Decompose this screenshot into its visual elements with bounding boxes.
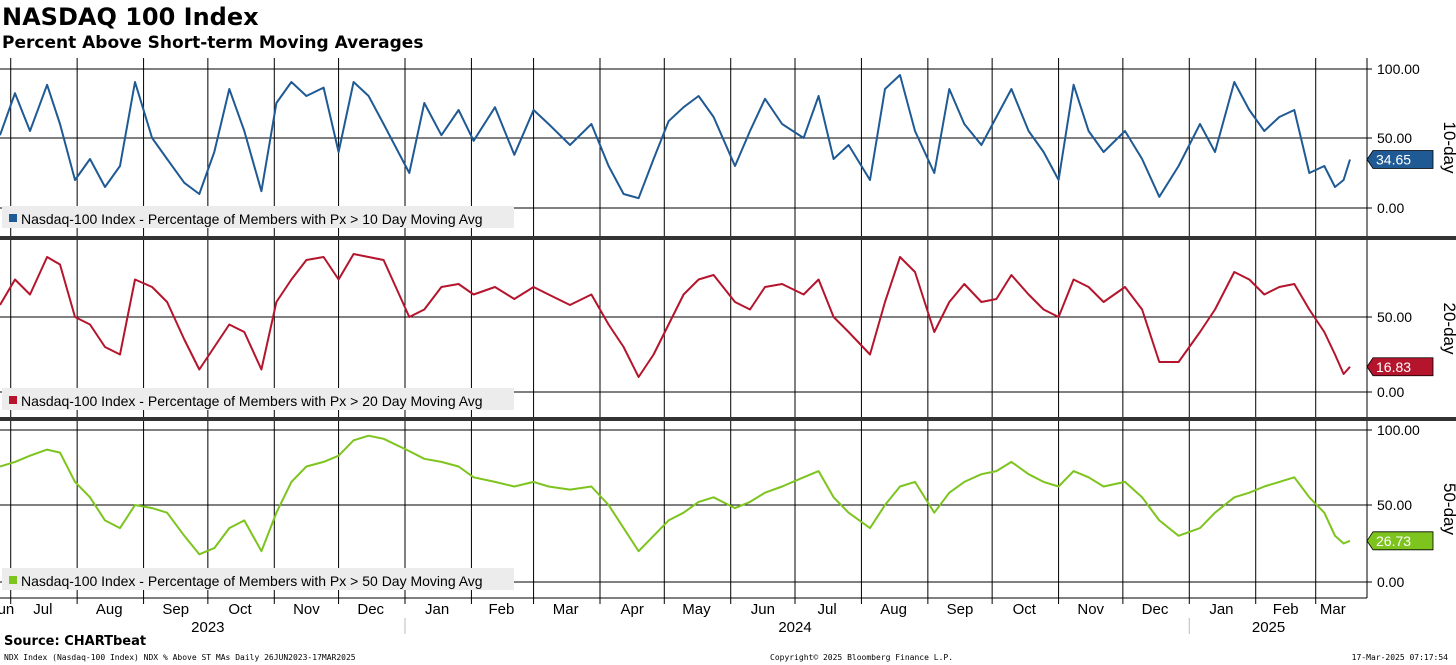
legend-label: Nasdaq-100 Index - Percentage of Members… bbox=[21, 393, 483, 409]
last-value-box bbox=[1366, 150, 1434, 169]
legend-marker bbox=[9, 576, 17, 584]
last-value-label: 34.65 bbox=[1376, 151, 1411, 167]
series-line bbox=[0, 253, 1351, 378]
x-tick-label: Nov bbox=[293, 601, 320, 618]
legend-box bbox=[2, 388, 514, 410]
x-tick-label: Jan bbox=[1209, 601, 1233, 618]
footer-timestamp: 17-Mar-2025 07:17:54 bbox=[1351, 653, 1448, 662]
panel-label: 10-day bbox=[1440, 122, 1456, 174]
series-line bbox=[0, 434, 1351, 556]
y-tick-label: 0.00 bbox=[1377, 384, 1404, 400]
x-tick-label: Sep bbox=[947, 601, 974, 618]
last-value-label: 26.73 bbox=[1376, 533, 1411, 549]
x-tick-label: Jul bbox=[818, 601, 837, 618]
x-tick-label: Jan bbox=[425, 601, 449, 618]
x-tick-label: Sep bbox=[162, 601, 189, 618]
legend-box bbox=[2, 568, 514, 590]
y-tick-label: 50.00 bbox=[1377, 130, 1412, 146]
x-tick-label: Feb bbox=[488, 601, 514, 618]
x-tick-label: Nov bbox=[1077, 601, 1104, 618]
last-value-box bbox=[1366, 531, 1434, 551]
last-value-label: 16.83 bbox=[1376, 359, 1411, 375]
x-tick-label: Jun bbox=[751, 601, 775, 618]
legend-marker bbox=[9, 396, 17, 404]
y-tick-label: 0.00 bbox=[1377, 574, 1404, 590]
x-year-label: 2025 bbox=[1252, 619, 1285, 636]
chart-subtitle: Percent Above Short-term Moving Averages bbox=[2, 33, 424, 53]
y-tick-label: 50.00 bbox=[1377, 309, 1412, 325]
x-tick-label: Oct bbox=[228, 601, 252, 618]
x-tick-label: Feb bbox=[1273, 601, 1299, 618]
x-year-label: 2023 bbox=[191, 619, 224, 636]
legend-box bbox=[2, 206, 514, 228]
x-tick-label: Dec bbox=[1142, 601, 1169, 618]
panel-label: 20-day bbox=[1440, 303, 1456, 355]
source-note: Source: CHARTbeat bbox=[4, 634, 147, 649]
x-year-label: 2024 bbox=[778, 619, 811, 636]
x-tick-label: Aug bbox=[96, 601, 123, 618]
footer-series-info: NDX Index (Nasdaq-100 Index) NDX % Above… bbox=[4, 653, 356, 662]
x-tick-label: Oct bbox=[1013, 601, 1037, 618]
footer-copyright: Copyright© 2025 Bloomberg Finance L.P. bbox=[770, 653, 954, 662]
x-tick-label: May bbox=[682, 601, 711, 618]
last-value-box bbox=[1366, 357, 1434, 377]
panel-separator bbox=[0, 236, 1456, 240]
y-tick-label: 100.00 bbox=[1377, 61, 1420, 77]
series-line bbox=[0, 74, 1351, 200]
x-tick-label: Aug bbox=[880, 601, 907, 618]
legend-label: Nasdaq-100 Index - Percentage of Members… bbox=[21, 573, 483, 589]
chart-title: NASDAQ 100 Index bbox=[2, 3, 259, 31]
x-tick-label: Mar bbox=[1320, 601, 1346, 618]
x-tick-label: Jul bbox=[33, 601, 52, 618]
y-tick-label: 50.00 bbox=[1377, 497, 1412, 513]
x-tick-label: Apr bbox=[620, 601, 643, 618]
y-tick-label: 100.00 bbox=[1377, 422, 1420, 438]
legend-label: Nasdaq-100 Index - Percentage of Members… bbox=[21, 211, 483, 227]
x-tick-label: Mar bbox=[553, 601, 579, 618]
x-tick-label: Jun bbox=[0, 601, 14, 618]
y-tick-label: 0.00 bbox=[1377, 200, 1404, 216]
x-tick-label: Dec bbox=[357, 601, 384, 618]
panel-separator bbox=[0, 417, 1456, 421]
legend-marker bbox=[9, 214, 17, 222]
panel-label: 50-day bbox=[1440, 483, 1456, 535]
